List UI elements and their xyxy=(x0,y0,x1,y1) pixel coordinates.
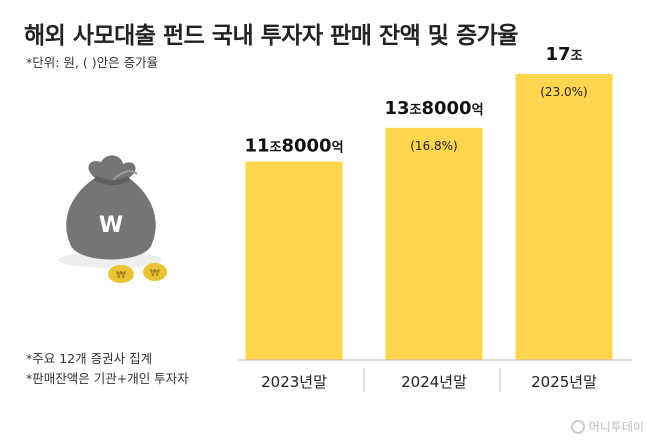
brand-logo: 머니투데이 xyxy=(570,418,644,435)
unit-note: *단위: 원, ( )안은 증가율 xyxy=(26,55,159,70)
bar xyxy=(515,74,613,360)
x-tick-label: 2024년말 xyxy=(401,373,467,391)
data-label: 17조 xyxy=(545,44,582,65)
footnotes: *주요 12개 증권사 집계 *판매잔액은 기관+개인 투자자 xyxy=(26,349,189,389)
brand-mark-icon xyxy=(570,419,585,434)
bag-knot xyxy=(93,175,131,185)
footnote-2: *판매잔액은 기관+개인 투자자 xyxy=(26,371,189,386)
x-tick-label: 2025년말 xyxy=(531,373,597,391)
coin-icon xyxy=(143,263,167,281)
growth-label: (23.0%) xyxy=(540,85,587,99)
money-bag-icon xyxy=(66,155,156,260)
growth-label: (16.8%) xyxy=(410,139,457,153)
money-bag-illustration: W ₩ ₩ xyxy=(58,155,167,283)
brand-text: 머니투데이 xyxy=(588,420,644,434)
won-symbol: W xyxy=(99,213,123,238)
coin-symbol: ₩ xyxy=(150,268,160,279)
data-label: 11조8000억 xyxy=(244,135,343,156)
bag-string xyxy=(112,170,138,181)
bar xyxy=(245,161,343,360)
data-label: 13조8000억 xyxy=(384,98,483,119)
page-title: 해외 사모대출 펀드 국내 투자자 판매 잔액 및 증가율 xyxy=(24,23,518,49)
coin-symbol: ₩ xyxy=(116,270,126,281)
x-tick-label: 2023년말 xyxy=(261,373,327,391)
bar xyxy=(385,127,483,360)
coin-icon xyxy=(108,265,134,283)
footnote-1: *주요 12개 증권사 집계 xyxy=(26,351,153,366)
